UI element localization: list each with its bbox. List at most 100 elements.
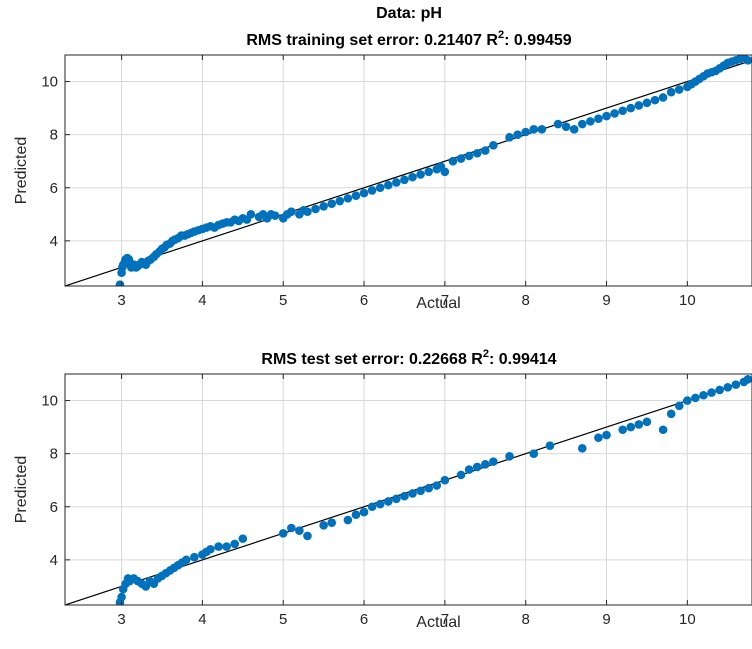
data-point (424, 167, 434, 177)
data-point (634, 420, 644, 429)
data-point (577, 119, 587, 129)
y-tick-label: 6 (50, 499, 58, 516)
data-point (246, 210, 256, 219)
x-tick-label: 8 (522, 292, 530, 309)
x-tick-label: 7 (441, 611, 449, 628)
data-point (537, 125, 547, 134)
data-point (602, 111, 611, 121)
data-point (115, 280, 125, 286)
data-point (464, 465, 474, 474)
data-point (618, 106, 627, 116)
data-point (743, 375, 752, 384)
data-points (115, 375, 752, 605)
x-tick-label: 9 (602, 611, 610, 628)
data-point (270, 211, 280, 220)
x-tick-label: 7 (441, 292, 449, 309)
data-point (674, 401, 684, 411)
data-point (335, 196, 345, 206)
data-point (295, 526, 304, 535)
data-point (392, 494, 401, 504)
data-point (359, 188, 369, 198)
x-tick-label: 4 (198, 292, 206, 309)
data-point (666, 87, 676, 97)
data-point (723, 382, 733, 392)
x-tick-label: 6 (360, 611, 368, 628)
data-point (383, 497, 393, 506)
reference-line (65, 59, 752, 286)
data-point (505, 133, 514, 142)
data-point (505, 452, 514, 461)
data-point (569, 125, 579, 134)
data-point (238, 534, 248, 543)
data-point (206, 544, 215, 554)
data-point (311, 204, 320, 214)
data-point (456, 470, 466, 480)
data-point (416, 170, 425, 179)
data-point (392, 178, 401, 187)
y-axis-label: Predicted (13, 456, 30, 524)
data-point (287, 207, 296, 216)
data-point (464, 151, 474, 161)
y-tick-label: 6 (50, 180, 58, 197)
data-points (115, 55, 752, 286)
data-point (456, 154, 466, 163)
axes-box (64, 373, 752, 606)
y-tick-label: 4 (50, 552, 58, 569)
data-point (440, 475, 450, 485)
top-scatter-panel: 3 4 5 6 7 8 9 10 4 6 8 10 Actual Predicted (13, 54, 752, 312)
data-point (715, 385, 724, 395)
data-point (626, 422, 636, 432)
data-point (529, 125, 539, 134)
x-tick-label: 5 (279, 292, 287, 309)
data-point (642, 417, 652, 427)
data-point (448, 156, 458, 166)
data-point (707, 388, 716, 397)
data-point (400, 491, 409, 501)
data-point (343, 194, 353, 203)
data-point (424, 483, 434, 493)
x-tick-label: 3 (117, 292, 125, 309)
data-point (529, 449, 539, 458)
data-point (375, 183, 385, 193)
data-point (634, 101, 644, 110)
data-point (594, 433, 603, 443)
y-tick-label: 8 (50, 446, 58, 463)
data-point (222, 542, 231, 551)
data-point (303, 531, 312, 541)
data-point (699, 390, 708, 400)
data-point (408, 172, 417, 182)
x-tick-label: 10 (679, 292, 696, 309)
bottom-panel-title: RMS test set error: 0.22668 R2: 0.99414 (261, 348, 556, 368)
x-axis-label: Actual (416, 614, 460, 631)
axes-box (64, 54, 752, 287)
data-point (432, 481, 442, 490)
x-tick-label: 10 (679, 611, 696, 628)
data-point (472, 462, 482, 472)
data-point (190, 552, 199, 562)
data-point (319, 202, 328, 211)
data-point (480, 459, 490, 469)
data-point (343, 515, 353, 525)
data-point (618, 425, 627, 435)
data-point (674, 85, 684, 94)
data-point (610, 109, 619, 118)
y-tick-label: 4 (50, 233, 58, 250)
data-point (594, 114, 603, 124)
data-point (489, 457, 498, 466)
data-point (375, 499, 385, 509)
data-point (545, 441, 555, 450)
data-point (181, 555, 191, 565)
data-point (367, 502, 377, 512)
data-point (489, 140, 498, 150)
top-panel-title: RMS training set error: 0.21407 R2: 0.99… (246, 29, 571, 49)
data-point (416, 486, 425, 496)
data-point (214, 542, 223, 551)
data-point (513, 130, 522, 139)
x-tick-label: 4 (198, 611, 206, 628)
y-axis-label: Predicted (13, 137, 30, 205)
data-point (440, 167, 450, 177)
data-point (731, 380, 741, 389)
data-point (650, 95, 660, 105)
data-point (278, 529, 288, 538)
